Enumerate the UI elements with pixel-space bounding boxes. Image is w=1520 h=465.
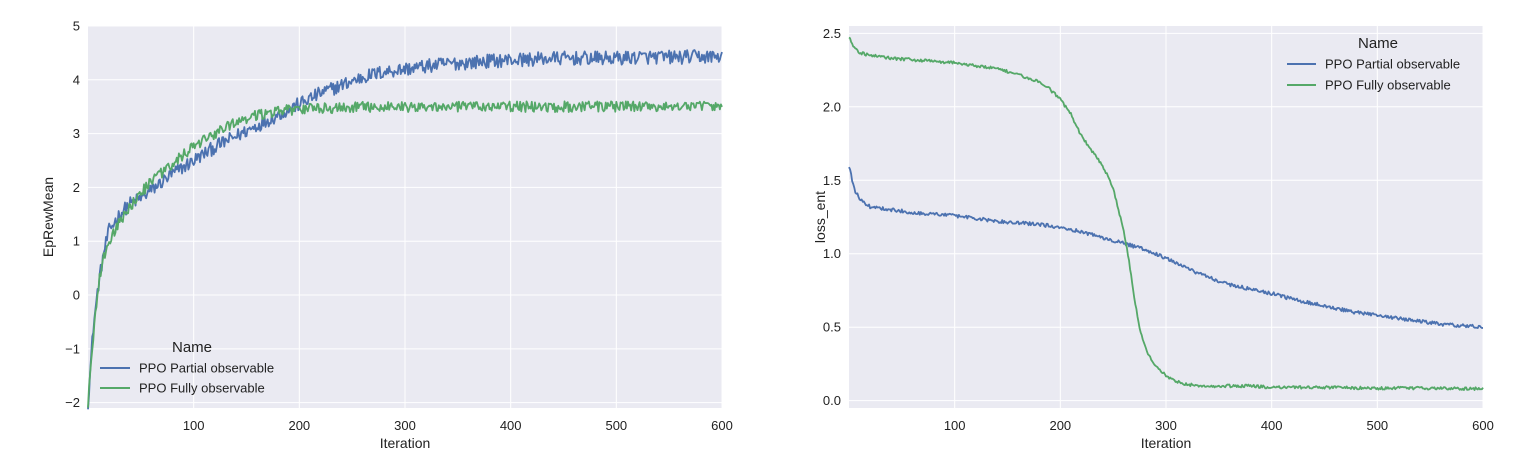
x-tick-label: 300 — [1155, 418, 1177, 433]
legend-title: Name — [1358, 35, 1398, 52]
legend-label-partial: PPO Partial observable — [1325, 57, 1460, 72]
x-tick-label: 600 — [711, 418, 733, 433]
y-tick-label: 1 — [73, 234, 80, 249]
x-tick-label: 300 — [394, 418, 416, 433]
series-line-fully-observable — [87, 100, 723, 408]
x-tick-label: 500 — [605, 418, 627, 433]
legend-label-partial: PPO Partial observable — [139, 361, 274, 376]
x-axis-label: Iteration — [1141, 435, 1192, 451]
chart-eprewmean: 100 200 300 400 500 600 −2 −1 0 1 2 3 4 … — [40, 19, 733, 452]
chart-loss-ent: 100 200 300 400 500 600 0.0 0.5 1.0 1.5 … — [812, 26, 1494, 451]
legend-label-fully: PPO Fully observable — [1325, 78, 1451, 93]
x-axis-label: Iteration — [380, 435, 431, 451]
y-tick-label: 4 — [73, 72, 80, 87]
legend: Name PPO Partial observable PPO Fully ob… — [1287, 35, 1460, 93]
y-axis-label: EpRewMean — [40, 177, 56, 257]
y-tick-labels: −2 −1 0 1 2 3 4 5 — [65, 19, 80, 411]
x-tick-label: 400 — [1261, 418, 1283, 433]
x-tick-label: 500 — [1366, 418, 1388, 433]
series-line-fully-observable — [848, 36, 1484, 391]
legend-label-fully: PPO Fully observable — [139, 381, 265, 396]
x-tick-labels: 100 200 300 400 500 600 — [183, 418, 733, 433]
series-lines — [87, 49, 723, 410]
x-tick-label: 100 — [944, 418, 966, 433]
series-line-partial-observable — [87, 49, 723, 410]
y-tick-label: 2 — [73, 180, 80, 195]
grid-lines — [849, 26, 1484, 408]
y-tick-label: 5 — [73, 19, 80, 34]
x-tick-label: 200 — [288, 418, 310, 433]
y-tick-label: 0.0 — [823, 393, 841, 408]
y-tick-label: 2.0 — [823, 99, 841, 114]
x-tick-label: 400 — [500, 418, 522, 433]
y-tick-label: 0 — [73, 288, 80, 303]
legend: Name PPO Partial observable PPO Fully ob… — [100, 339, 274, 396]
legend-title: Name — [172, 339, 212, 356]
x-tick-label: 100 — [183, 418, 205, 433]
grid-lines — [88, 25, 723, 408]
series-line-partial-observable — [848, 166, 1484, 329]
x-tick-label: 600 — [1472, 418, 1494, 433]
series-lines — [848, 36, 1484, 391]
y-tick-label: −1 — [65, 341, 80, 356]
y-axis-label: loss_ent — [812, 191, 828, 243]
y-tick-label: −2 — [65, 395, 80, 410]
x-tick-labels: 100 200 300 400 500 600 — [944, 418, 1494, 433]
x-tick-label: 200 — [1049, 418, 1071, 433]
y-tick-label: 2.5 — [823, 26, 841, 41]
y-tick-label: 1.0 — [823, 246, 841, 261]
y-tick-label: 3 — [73, 126, 80, 141]
y-tick-label: 0.5 — [823, 320, 841, 335]
y-tick-labels: 0.0 0.5 1.0 1.5 2.0 2.5 — [823, 26, 841, 408]
y-tick-label: 1.5 — [823, 173, 841, 188]
